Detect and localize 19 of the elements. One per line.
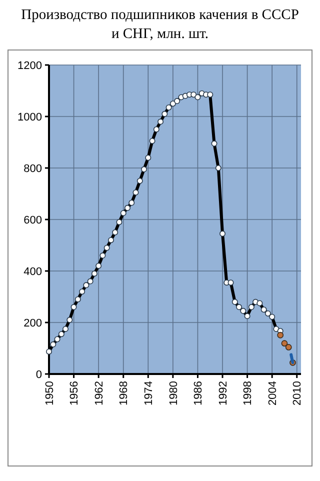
- x-tick-label: 1956: [68, 381, 81, 406]
- x-tick-label: 1974: [143, 381, 155, 406]
- x-tick-label: 2010: [292, 381, 304, 406]
- y-tick-label: 200: [24, 317, 42, 330]
- chart-title: Производство подшипников качения в СССР и СНГ, млн. шт.: [21, 7, 299, 42]
- x-tick-label: 1950: [44, 381, 56, 406]
- y-tick-label: 0: [36, 368, 42, 381]
- x-tick-label: 2004: [266, 381, 279, 406]
- y-tick-label: 600: [24, 214, 42, 226]
- y-tick-label: 1000: [18, 111, 42, 124]
- x-tick-label: 1998: [242, 381, 254, 406]
- x-tick-label: 1986: [192, 381, 205, 406]
- x-tick-label: 1968: [118, 381, 130, 406]
- y-tick-label: 1200: [18, 60, 42, 72]
- x-tick-label: 1962: [93, 381, 106, 406]
- y-tick-label: 800: [24, 162, 42, 175]
- y-tick-label: 400: [24, 266, 42, 278]
- x-tick-label: 1980: [168, 381, 180, 406]
- x-tick-label: 1992: [217, 381, 230, 406]
